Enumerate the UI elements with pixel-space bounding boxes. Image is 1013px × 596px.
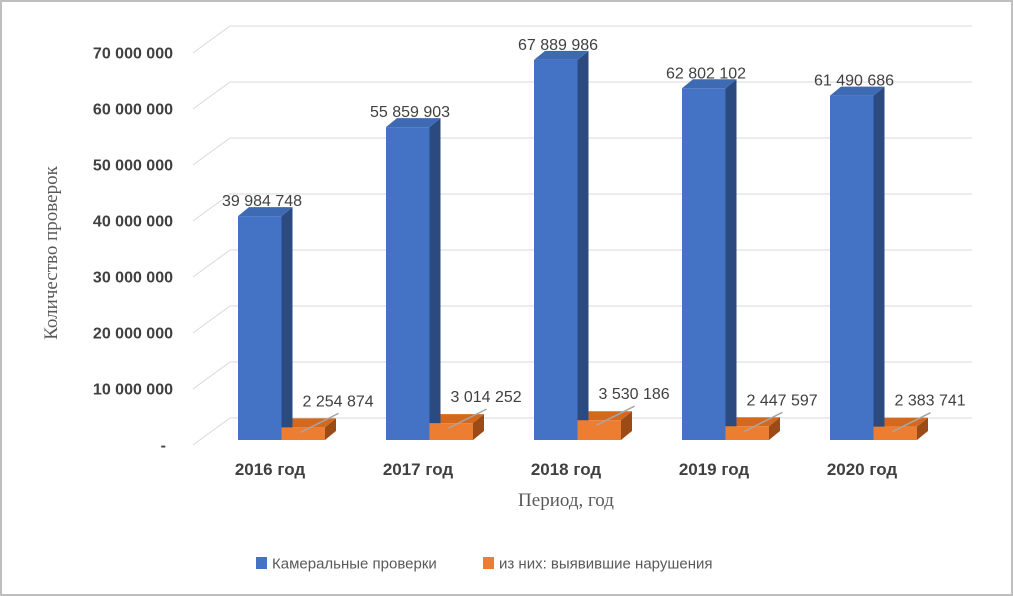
data-label-blue-2017: 55 859 903 [370,104,450,121]
bar-group-2020 [830,86,928,440]
data-label-orange-2019: 2 447 597 [747,392,818,409]
y-tick-label-0: - [161,438,166,455]
y-axis-tick-labels: - 10 000 000 20 000 000 30 000 000 40 000 00… [93,46,173,455]
orange-bar-side-2018 [621,411,632,440]
orange-bar-side-2016 [325,418,336,440]
blue-bar-front-2016 [238,216,282,440]
leader-line-2017 [448,408,487,429]
bar-group-2016 [238,207,336,440]
category-label-2020: 2020 год [827,460,898,479]
bar-group-2019 [682,79,780,440]
bars [238,50,928,441]
y-tick-label-5: 50 000 000 [93,158,173,175]
category-label-2019: 2019 год [679,460,750,479]
legend-swatch-2 [483,557,494,569]
category-label-2017: 2017 год [383,460,454,479]
category-label-2018: 2018 год [531,460,602,479]
data-label-orange-2016: 2 254 874 [303,393,374,410]
orange-bar-front-2016 [281,427,325,440]
blue-bar-side-2019 [725,79,737,440]
blue-bar-top-2018 [534,50,589,60]
blue-bar-top-2016 [238,207,293,217]
orange-bar-side-2020 [917,417,928,440]
blue-bar-front-2018 [534,59,578,441]
legend-item-1: Камеральные проверки [256,556,437,573]
orange-bar-side-2019 [769,417,780,440]
x-axis-category-labels: 2016 год 2017 год 2018 год 2019 год 2020 год [235,460,898,479]
data-label-orange-2018: 3 530 186 [599,386,670,403]
gridlines [192,25,972,446]
data-label-blue-2019: 62 802 102 [666,65,746,82]
orange-bar-front-2020 [873,426,917,440]
data-label-orange-2017: 3 014 252 [451,389,522,406]
blue-bar-top-2020 [830,86,885,96]
orange-bar-front-2017 [429,423,473,440]
bar-group-2017 [386,118,484,440]
bar-group-2018 [534,50,632,441]
data-label-blue-2016: 39 984 748 [222,193,302,210]
blue-bar-side-2020 [873,86,885,440]
gridline-7 [192,25,972,54]
data-labels: 39 984 748 2 254 874 55 859 903 3 014 252 67… [222,37,966,434]
blue-bar-side-2016 [281,207,293,440]
legend-item-2: из них: выявившие нарушения [483,556,713,573]
leader-line-2018 [596,405,635,426]
y-tick-label-7: 70 000 000 [93,46,173,63]
blue-bar-front-2020 [830,95,874,440]
legend-swatch-1 [256,557,267,569]
blue-bar-front-2019 [682,88,726,440]
legend-label-2: из них: выявившие нарушения [499,556,713,573]
data-label-blue-2020: 61 490 686 [814,73,894,90]
blue-bar-side-2017 [429,118,441,440]
y-tick-label-4: 40 000 000 [93,214,173,231]
data-label-blue-2018: 67 889 986 [518,37,598,54]
leader-line-2020 [892,411,931,433]
leader-line-2016 [300,412,339,434]
y-axis-title: Количество проверок [41,165,62,339]
x-axis-title: Период, год [518,490,614,511]
y-tick-label-2: 20 000 000 [93,326,173,343]
orange-bar-front-2018 [577,420,621,440]
legend-label-1: Камеральные проверки [272,556,437,573]
blue-bar-top-2019 [682,79,737,89]
legend: Камеральные проверки из них: выявившие на… [256,556,713,573]
y-tick-label-3: 30 000 000 [93,270,173,287]
orange-bar-side-2017 [473,414,484,440]
blue-bar-front-2017 [386,127,430,440]
blue-bar-side-2018 [577,50,589,441]
blue-bar-top-2017 [386,118,441,128]
orange-bar-front-2019 [725,426,769,440]
category-label-2016: 2016 год [235,460,306,479]
leader-line-2019 [744,411,783,432]
y-tick-label-1: 10 000 000 [93,382,173,399]
data-label-orange-2020: 2 383 741 [895,393,966,410]
y-tick-label-6: 60 000 000 [93,102,173,119]
